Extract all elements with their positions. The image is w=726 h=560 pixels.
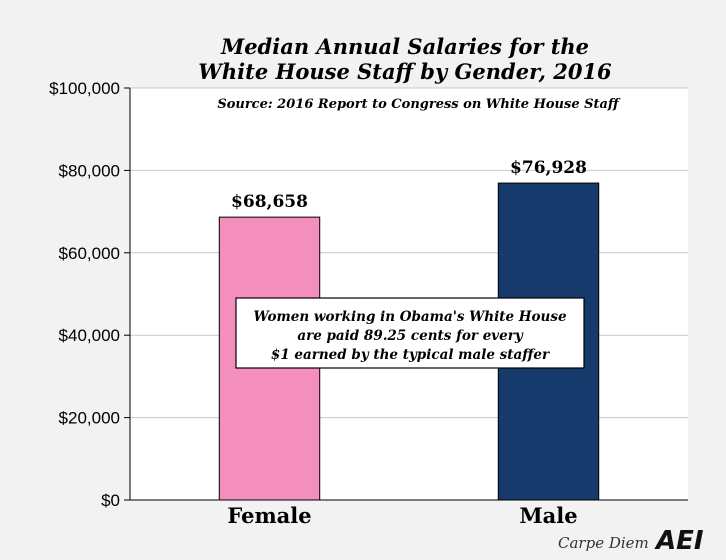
blog-name: Carpe Diem — [558, 534, 649, 552]
x-tick-label-female: Female — [227, 503, 311, 528]
aei-logo: AEI — [654, 526, 704, 556]
y-axis: $0 $20,000 $40,000 $60,000 $80,000 $100,000 — [49, 79, 688, 510]
plot-area — [130, 88, 688, 500]
chart-title-line-2: White House Staff by Gender, 2016 — [198, 59, 612, 84]
y-tick-label: $40,000 — [59, 326, 120, 345]
annotation-line-3: $1 earned by the typical male staffer — [271, 347, 550, 363]
data-label-male: $76,928 — [510, 158, 587, 178]
y-tick-label: $80,000 — [59, 161, 120, 180]
y-tick-label: $100,000 — [49, 79, 120, 98]
y-tick-label: $20,000 — [59, 409, 120, 428]
annotation-box: Women working in Obama's White House are… — [235, 297, 585, 369]
y-tick-label: $0 — [101, 491, 120, 510]
data-label-female: $68,658 — [231, 192, 308, 212]
annotation-line-1: Women working in Obama's White House — [253, 309, 566, 325]
x-tick-label-male: Male — [519, 503, 577, 528]
y-tick-label: $60,000 — [59, 244, 120, 263]
chart-title-line-1: Median Annual Salaries for the — [220, 34, 589, 59]
chart-subtitle: Source: 2016 Report to Congress on White… — [217, 97, 621, 112]
annotation-line-2: are paid 89.25 cents for every — [297, 328, 523, 344]
